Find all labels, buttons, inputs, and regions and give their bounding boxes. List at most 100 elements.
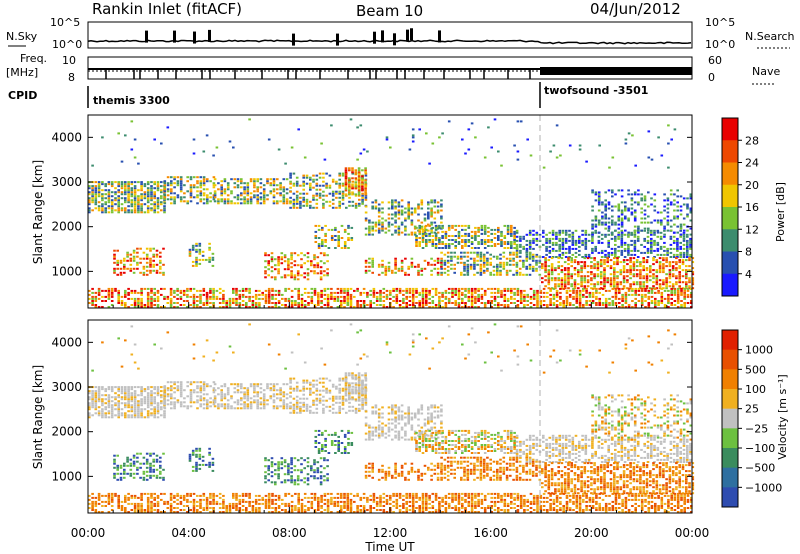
power-colorbar-swatches (722, 118, 738, 297)
freq-panel: Freq. [MHz] 10 8 60 0 Nave (6, 52, 780, 85)
nsky-panel: N.Sky 10^5 10^0 10^5 10^0 N.Search (6, 16, 795, 51)
nsky-spike-7 (381, 30, 384, 43)
time-ut-label: Time UT (364, 540, 415, 554)
beam-title: Beam 10 (356, 2, 423, 20)
power-cbtick-label-6: 28 (745, 134, 759, 147)
freq-tick-top: 10 (62, 54, 76, 67)
time-tick-label-3: 12:00 (373, 526, 408, 540)
power-swatch-1 (722, 140, 738, 163)
velocity-swatch-6 (722, 448, 738, 469)
time-tick-label-4: 16:00 (473, 526, 508, 540)
velocity-ytick-label-2: 3000 (51, 380, 82, 394)
nsky-series (87, 39, 692, 45)
velocity-swatch-4 (722, 408, 738, 429)
nsky-tick-bottom-left: 10^0 (52, 38, 82, 51)
velocity-ytick-label-1: 2000 (51, 425, 82, 439)
velocity-swatch-0 (722, 330, 738, 351)
velocity-ytick-label-3: 4000 (51, 335, 82, 349)
velocity-colorbar-ticks: 1000 500 100 25 −25 −100 −500 −1000 (738, 344, 782, 494)
velocity-cells (88, 323, 695, 513)
power-swatch-7 (722, 273, 738, 297)
power-ylabel: Slant Range [km] (31, 160, 45, 264)
freq-label: Freq. (20, 52, 47, 65)
nsky-spike-2 (193, 31, 196, 44)
nsky-spike-0 (145, 30, 148, 43)
nave-tick-bottom: 0 (708, 71, 715, 84)
nsky-tick-bottom-right: 10^0 (705, 38, 735, 51)
nsky-spike-10 (410, 28, 413, 41)
nsearch-label: N.Search (745, 30, 795, 43)
date-title: 04/Jun/2012 (590, 0, 681, 18)
freq-unit-label: [MHz] (6, 66, 38, 79)
power-ytick-label-3: 4000 (51, 130, 82, 144)
cpid-twofsound: twofsound -3501 (544, 84, 648, 97)
nsky-spike-1 (173, 30, 176, 43)
velocity-cbtick-label-2: 100 (745, 383, 766, 396)
nsky-spike-6 (373, 31, 376, 44)
velocity-swatch-8 (722, 487, 738, 508)
velocity-swatch-7 (722, 467, 738, 488)
velocity-swatch-2 (722, 369, 738, 390)
velocity-colorbar-label: Velocity [m s⁻¹] (776, 374, 789, 459)
power-panel: 1000 2000 3000 4000 Slant Range [km] (31, 114, 695, 309)
power-swatch-4 (722, 207, 738, 230)
power-swatch-5 (722, 229, 738, 252)
nave-tick-top: 60 (708, 54, 722, 67)
station-title: Rankin Inlet (fitACF) (92, 0, 242, 18)
power-colorbar-label: Power [dB] (774, 182, 787, 242)
velocity-cbtick-label-6: −500 (745, 462, 775, 475)
power-cbtick-label-0: 4 (745, 268, 752, 281)
freq-ticks (105, 69, 531, 79)
time-tick-label-6: 00:00 (675, 526, 710, 540)
nsky-spikes (145, 28, 441, 46)
nave-dense-block (540, 67, 692, 75)
power-ytick-label-0: 1000 (51, 264, 82, 278)
velocity-colorbar: 1000 500 100 25 −25 −100 −500 −1000 Velocity [m… (721, 329, 789, 508)
freq-tick-bottom: 8 (68, 71, 75, 84)
velocity-cbtick-label-4: −25 (745, 422, 768, 435)
power-ytick-label-1: 2000 (51, 220, 82, 234)
nsky-spike-11 (438, 30, 441, 43)
nsky-label: N.Sky (6, 30, 38, 43)
power-swatch-6 (722, 251, 738, 275)
velocity-cbtick-label-5: −100 (745, 442, 775, 455)
nave-label: Nave (752, 65, 780, 78)
velocity-cbtick-label-0: 1000 (745, 344, 773, 357)
nsky-tick-top-right: 10^5 (705, 16, 735, 29)
time-tick-label-0: 00:00 (71, 526, 106, 540)
velocity-panel: 1000 2000 3000 4000 00:00 04:00 08:00 12:00 16:… (31, 319, 710, 554)
velocity-ytick-label-0: 1000 (51, 469, 82, 483)
nsky-spike-8 (393, 33, 396, 46)
velocity-swatch-1 (722, 349, 738, 370)
power-x-axis (87, 302, 693, 308)
power-swatch-0 (722, 118, 738, 141)
power-cbtick-label-4: 20 (745, 179, 759, 192)
nsky-spike-4 (292, 33, 295, 46)
time-tick-label-1: 04:00 (171, 526, 206, 540)
cpid-themis: themis 3300 (93, 94, 170, 107)
nsky-tick-top-left: 10^5 (50, 16, 80, 29)
velocity-swatch-5 (722, 428, 738, 449)
cpid-row: CPID themis 3300 twofsound -3501 (8, 82, 648, 108)
cpid-label: CPID (8, 89, 37, 102)
power-colorbar-ticks: 4 8 12 16 20 24 28 (738, 134, 759, 281)
power-swatch-3 (722, 184, 738, 208)
nsky-spike-9 (406, 29, 409, 42)
velocity-x-axis: 00:00 04:00 08:00 12:00 16:00 20:00 00:00 (71, 507, 710, 540)
velocity-swatch-3 (722, 389, 738, 410)
velocity-cbtick-label-7: −1000 (745, 481, 782, 494)
velocity-y-axis: 1000 2000 3000 4000 (51, 335, 692, 483)
power-cbtick-label-3: 16 (745, 201, 759, 214)
velocity-cbtick-label-1: 500 (745, 363, 766, 376)
power-colorbar: 4 8 12 16 20 24 28 Power [dB] (721, 117, 787, 297)
nsky-spike-3 (208, 29, 211, 42)
time-tick-label-5: 20:00 (574, 526, 609, 540)
power-cbtick-label-2: 12 (745, 223, 759, 236)
power-swatch-2 (722, 162, 738, 186)
power-cbtick-label-5: 24 (745, 157, 759, 170)
velocity-ylabel: Slant Range [km] (31, 365, 45, 469)
power-cbtick-label-1: 8 (745, 246, 752, 259)
velocity-colorbar-swatches (722, 330, 738, 508)
power-ytick-label-2: 3000 (51, 175, 82, 189)
